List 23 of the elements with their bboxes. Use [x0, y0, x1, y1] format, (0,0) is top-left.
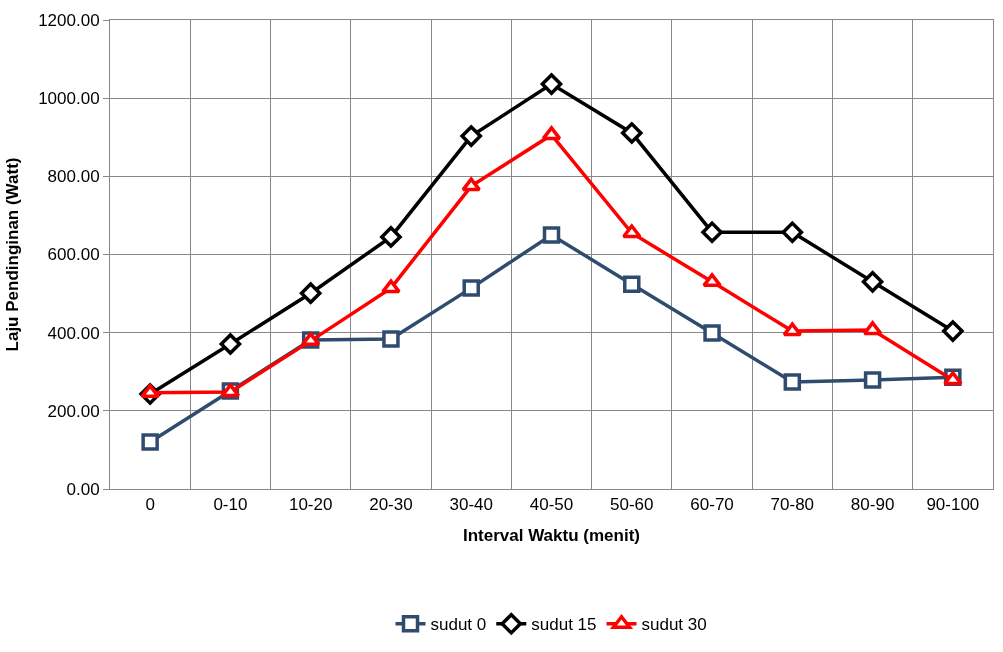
x-tick-label: 50-60 [610, 495, 654, 515]
y-axis-title: Laju Pendinginan (Watt) [2, 157, 22, 352]
y-tick-label: 400.00 [47, 323, 100, 343]
x-tick-label: 0 [145, 495, 155, 515]
y-tick-label: 1000.00 [38, 89, 100, 109]
y-tick-label: 800.00 [47, 167, 100, 187]
x-tick-label: 90-100 [926, 495, 980, 515]
x-tick-label: 0-10 [213, 495, 248, 515]
x-tick-label: 80-90 [850, 495, 895, 515]
legend-label: sudut 0 [430, 615, 487, 635]
y-tick-label: 200.00 [47, 401, 100, 421]
y-tick-label: 1200.00 [38, 10, 100, 30]
x-tick-label: 60-70 [690, 495, 734, 515]
x-tick-label: 40-50 [529, 495, 574, 515]
legend-label: sudut 30 [641, 615, 707, 635]
legend-label: sudut 15 [531, 615, 597, 635]
x-tick-label: 70-80 [770, 495, 815, 515]
x-tick-label: 20-30 [369, 495, 413, 515]
x-tick-label: 10-20 [288, 495, 333, 515]
y-tick-label: 0.00 [66, 479, 100, 499]
x-tick-label: 30-40 [449, 495, 493, 515]
y-tick-label: 600.00 [47, 245, 100, 265]
x-axis-title: Interval Waktu (menit) [463, 525, 640, 545]
